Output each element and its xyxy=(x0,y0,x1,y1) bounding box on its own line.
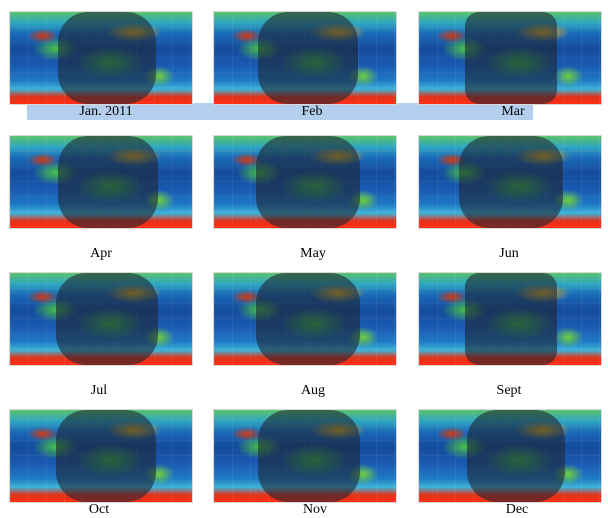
map-nov xyxy=(214,410,396,502)
caption-feb: Feb xyxy=(301,104,323,119)
night-shadow xyxy=(465,273,557,365)
night-shadow xyxy=(58,136,158,228)
night-shadow xyxy=(56,410,156,502)
caption-apr: Apr xyxy=(90,246,112,261)
caption-aug: Aug xyxy=(300,383,326,398)
caption-jul: Jul xyxy=(90,383,108,398)
map-apr xyxy=(10,136,192,228)
caption-mar: Mar xyxy=(501,104,525,119)
caption-nov: Nov xyxy=(302,502,328,517)
map-may xyxy=(214,136,396,228)
map-aug xyxy=(214,273,396,365)
map-oct xyxy=(10,410,192,502)
night-shadow xyxy=(465,12,557,104)
caption-jun: Jun xyxy=(499,246,519,261)
night-shadow xyxy=(58,12,156,104)
map-jun xyxy=(419,136,601,228)
caption-jan: Jan. 2011 xyxy=(79,104,133,119)
night-shadow xyxy=(258,410,360,502)
map-sept xyxy=(419,273,601,365)
map-mar xyxy=(419,12,601,104)
night-shadow xyxy=(256,136,360,228)
caption-dec: Dec xyxy=(505,502,529,517)
map-jan xyxy=(10,12,192,104)
caption-highlight-band xyxy=(27,103,533,120)
map-jul xyxy=(10,273,192,365)
night-shadow xyxy=(256,273,360,365)
night-shadow xyxy=(459,136,563,228)
caption-oct: Oct xyxy=(88,502,110,517)
map-feb xyxy=(214,12,396,104)
night-shadow xyxy=(467,410,565,502)
night-shadow xyxy=(56,273,158,365)
caption-may: May xyxy=(300,246,326,261)
map-dec xyxy=(419,410,601,502)
night-shadow xyxy=(258,12,358,104)
caption-sept: Sept xyxy=(496,383,522,398)
